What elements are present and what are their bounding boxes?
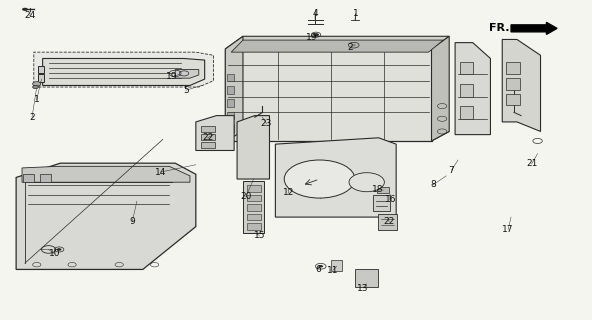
Circle shape bbox=[284, 160, 355, 198]
Text: 9: 9 bbox=[129, 217, 135, 226]
Polygon shape bbox=[43, 59, 205, 85]
Text: 1: 1 bbox=[34, 95, 40, 104]
Polygon shape bbox=[38, 67, 44, 73]
Polygon shape bbox=[502, 39, 540, 132]
Polygon shape bbox=[226, 36, 449, 49]
Polygon shape bbox=[34, 52, 214, 87]
Text: 18: 18 bbox=[372, 185, 383, 194]
Text: 19: 19 bbox=[306, 33, 318, 42]
Polygon shape bbox=[227, 112, 234, 119]
Polygon shape bbox=[372, 195, 390, 211]
Polygon shape bbox=[231, 40, 443, 52]
Text: 15: 15 bbox=[254, 231, 265, 240]
Text: 19: 19 bbox=[166, 72, 178, 81]
Polygon shape bbox=[22, 174, 34, 182]
Polygon shape bbox=[243, 180, 263, 233]
Circle shape bbox=[33, 85, 38, 89]
Text: 8: 8 bbox=[430, 180, 436, 189]
Text: 21: 21 bbox=[526, 159, 538, 168]
Text: 22: 22 bbox=[202, 133, 213, 142]
Polygon shape bbox=[196, 116, 234, 150]
Polygon shape bbox=[246, 223, 260, 230]
Polygon shape bbox=[506, 78, 520, 90]
Polygon shape bbox=[506, 94, 520, 105]
Circle shape bbox=[57, 248, 62, 251]
Polygon shape bbox=[460, 106, 473, 119]
Text: 17: 17 bbox=[503, 225, 514, 234]
Circle shape bbox=[352, 44, 356, 46]
Polygon shape bbox=[246, 185, 260, 192]
Polygon shape bbox=[227, 124, 234, 132]
Polygon shape bbox=[246, 195, 260, 201]
Polygon shape bbox=[246, 214, 260, 220]
Polygon shape bbox=[506, 62, 520, 74]
Polygon shape bbox=[226, 36, 243, 141]
Text: 12: 12 bbox=[282, 188, 294, 197]
Polygon shape bbox=[226, 49, 432, 141]
Text: 10: 10 bbox=[49, 249, 60, 258]
Text: 22: 22 bbox=[384, 217, 395, 226]
Circle shape bbox=[349, 173, 384, 192]
FancyArrow shape bbox=[511, 22, 557, 34]
Text: 1: 1 bbox=[353, 9, 358, 18]
Text: 4: 4 bbox=[313, 9, 318, 18]
Text: 5: 5 bbox=[183, 86, 189, 95]
Polygon shape bbox=[226, 132, 449, 141]
Text: 2: 2 bbox=[29, 113, 35, 122]
Polygon shape bbox=[432, 36, 449, 141]
Polygon shape bbox=[201, 142, 215, 148]
Polygon shape bbox=[377, 187, 389, 193]
Polygon shape bbox=[38, 74, 44, 82]
Circle shape bbox=[33, 82, 41, 86]
Polygon shape bbox=[16, 163, 196, 269]
Polygon shape bbox=[460, 62, 473, 74]
Polygon shape bbox=[237, 116, 269, 179]
Polygon shape bbox=[246, 204, 260, 211]
Circle shape bbox=[22, 8, 28, 11]
Polygon shape bbox=[332, 260, 342, 271]
Polygon shape bbox=[201, 134, 215, 140]
Text: 24: 24 bbox=[24, 11, 36, 20]
Polygon shape bbox=[40, 174, 52, 182]
Polygon shape bbox=[227, 74, 234, 81]
Polygon shape bbox=[22, 166, 190, 182]
Text: 11: 11 bbox=[327, 266, 339, 275]
Text: 6: 6 bbox=[315, 265, 321, 274]
Text: 7: 7 bbox=[449, 166, 455, 175]
Polygon shape bbox=[227, 86, 234, 94]
Circle shape bbox=[313, 33, 319, 36]
Text: 20: 20 bbox=[240, 192, 252, 201]
Circle shape bbox=[318, 265, 323, 268]
Polygon shape bbox=[275, 138, 396, 217]
Text: 2: 2 bbox=[348, 43, 353, 52]
Polygon shape bbox=[455, 43, 490, 135]
Polygon shape bbox=[227, 99, 234, 107]
Text: 16: 16 bbox=[385, 196, 396, 204]
Text: 14: 14 bbox=[155, 168, 166, 177]
Polygon shape bbox=[378, 214, 397, 230]
Polygon shape bbox=[201, 126, 215, 132]
Text: 13: 13 bbox=[358, 284, 369, 293]
Polygon shape bbox=[355, 269, 378, 287]
Polygon shape bbox=[460, 84, 473, 97]
Text: FR.: FR. bbox=[489, 23, 509, 33]
Polygon shape bbox=[175, 69, 199, 78]
Text: 23: 23 bbox=[261, 119, 272, 128]
